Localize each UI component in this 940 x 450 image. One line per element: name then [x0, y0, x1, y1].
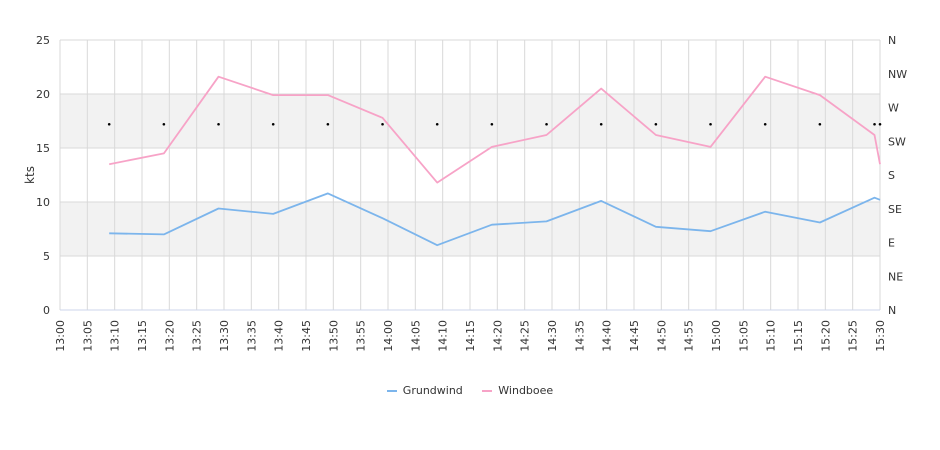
direction-marker [763, 122, 767, 126]
direction-marker [818, 122, 822, 126]
direction-marker [709, 122, 712, 126]
x-tick-label: 14:45 [628, 320, 641, 352]
x-tick-label: 13:00 [54, 320, 67, 352]
direction-marker [107, 122, 111, 126]
right-axis-label: N [888, 304, 896, 317]
legend: Grundwind Windboee [0, 384, 940, 397]
x-tick-label: 13:50 [327, 320, 340, 352]
x-tick-label: 13:15 [136, 320, 149, 352]
direction-marker [217, 122, 220, 126]
right-axis-label: NW [888, 68, 907, 81]
legend-label-windboee: Windboee [498, 384, 554, 397]
y-tick-label: 15 [36, 142, 50, 155]
direction-marker [878, 122, 882, 126]
x-tick-label: 14:10 [437, 320, 450, 352]
x-tick-label: 13:40 [273, 320, 286, 352]
y-tick-label: 25 [36, 34, 50, 47]
right-axis-label: SE [888, 203, 902, 216]
x-tick-label: 13:10 [109, 320, 122, 352]
legend-swatch-windboee [482, 390, 493, 392]
right-axis-label: SW [888, 135, 906, 148]
x-tick-label: 15:20 [819, 320, 832, 352]
direction-marker [326, 122, 330, 126]
x-tick-label: 14:25 [519, 320, 532, 352]
right-axis-label: E [888, 237, 895, 250]
x-tick-label: 13:25 [191, 320, 204, 352]
x-tick-label: 14:50 [655, 320, 668, 352]
y-axis-title: kts [23, 166, 37, 184]
x-tick-label: 14:30 [546, 320, 559, 352]
x-tick-label: 15:25 [847, 320, 860, 352]
series-line-windboee [109, 75, 881, 184]
x-tick-label: 15:15 [792, 320, 805, 352]
x-tick-label: 13:20 [163, 320, 176, 352]
x-tick-label: 15:10 [765, 320, 778, 352]
legend-item-grundwind[interactable]: Grundwind [386, 384, 463, 397]
legend-swatch-grundwind [386, 390, 397, 392]
x-tick-label: 14:05 [409, 320, 422, 352]
x-tick-label: 13:45 [300, 320, 313, 352]
direction-marker [599, 122, 603, 126]
direction-marker [490, 122, 494, 126]
direction-marker [545, 122, 548, 126]
legend-item-windboee[interactable]: Windboee [482, 384, 553, 397]
right-axis-label: N [888, 34, 896, 47]
direction-marker [435, 122, 439, 126]
x-tick-label: 14:15 [464, 320, 477, 352]
x-tick-label: 13:35 [245, 320, 258, 352]
x-tick-label: 14:00 [382, 320, 395, 352]
direction-marker [873, 122, 876, 126]
series-line-grundwind [109, 192, 881, 247]
right-axis-label: S [888, 169, 895, 182]
right-axis-label: NE [888, 270, 903, 283]
y-tick-label: 20 [36, 88, 50, 101]
direction-marker [381, 122, 384, 126]
y-tick-label: 10 [36, 196, 50, 209]
y-tick-label: 0 [43, 304, 50, 317]
x-tick-label: 15:05 [737, 320, 750, 352]
direction-marker [654, 122, 658, 126]
y-tick-label: 5 [43, 250, 50, 263]
x-tick-label: 13:55 [355, 320, 368, 352]
x-tick-label: 14:35 [573, 320, 586, 352]
direction-marker [271, 122, 275, 126]
legend-label-grundwind: Grundwind [402, 384, 463, 397]
x-tick-label: 13:30 [218, 320, 231, 352]
x-tick-label: 14:20 [491, 320, 504, 352]
right-axis-label: W [888, 102, 899, 115]
x-tick-label: 15:00 [710, 320, 723, 352]
x-tick-label: 14:40 [601, 320, 614, 352]
x-tick-label: 15:30 [874, 320, 887, 352]
x-tick-label: 13:05 [81, 320, 94, 352]
direction-marker [162, 122, 166, 126]
x-tick-label: 14:55 [683, 320, 696, 352]
